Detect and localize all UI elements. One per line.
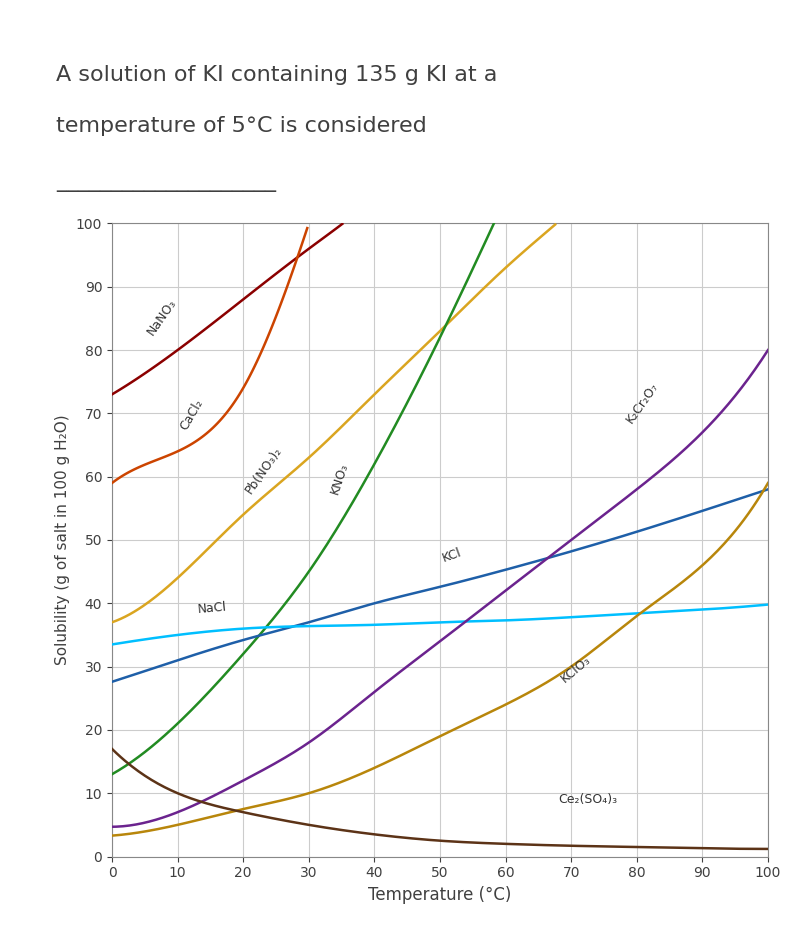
Text: CaCl₂: CaCl₂ [178, 397, 206, 432]
Text: A solution of KI containing 135 g KI at a: A solution of KI containing 135 g KI at … [56, 65, 498, 85]
Text: temperature of 5°C is considered: temperature of 5°C is considered [56, 116, 426, 136]
Text: KClO₃: KClO₃ [558, 654, 593, 685]
Text: Pb(NO₃)₂: Pb(NO₃)₂ [243, 444, 285, 495]
Text: K₂Cr₂O₇: K₂Cr₂O₇ [624, 380, 662, 426]
Text: NaNO₃: NaNO₃ [145, 296, 179, 337]
Text: KCl: KCl [440, 546, 463, 565]
X-axis label: Temperature (°C): Temperature (°C) [368, 885, 512, 904]
Y-axis label: Solubility (g of salt in 100 g H₂O): Solubility (g of salt in 100 g H₂O) [55, 414, 70, 666]
Text: NaCl: NaCl [198, 600, 228, 616]
Text: ____________________: ____________________ [56, 172, 276, 192]
Text: KNO₃: KNO₃ [329, 461, 351, 495]
Text: Ce₂(SO₄)₃: Ce₂(SO₄)₃ [558, 793, 618, 806]
